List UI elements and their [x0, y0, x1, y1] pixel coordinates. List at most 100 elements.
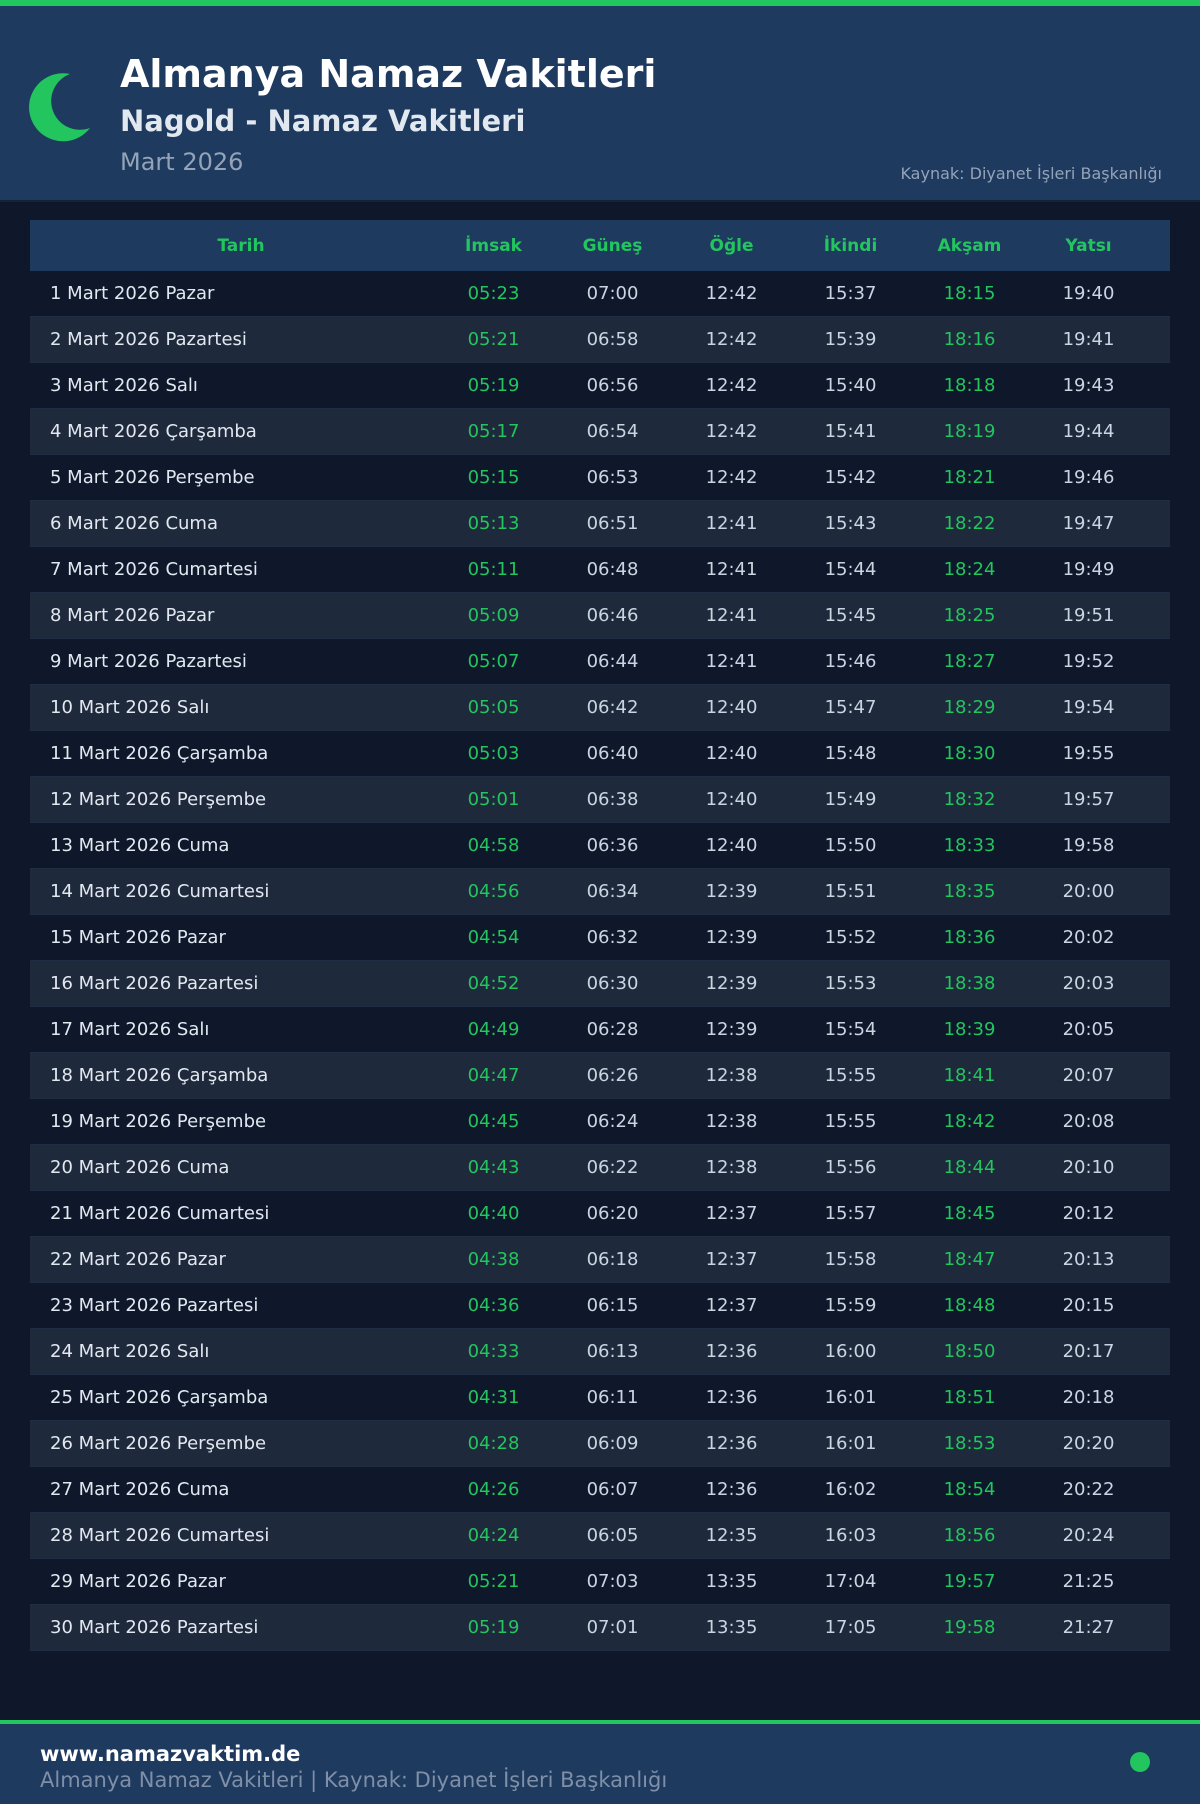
- cell-gunes: 06:36: [586, 835, 639, 856]
- cell-aksam: 18:35: [943, 881, 996, 902]
- cell-date: 10 Mart 2026 Salı: [50, 697, 210, 718]
- cell-imsak: 05:19: [467, 1617, 520, 1638]
- column-header-aksam: Akşam: [937, 235, 1002, 256]
- table-row: 15 Mart 2026 Pazar 04:54 06:32 12:39 15:52 18…: [30, 915, 1170, 961]
- cell-date: 3 Mart 2026 Salı: [50, 375, 198, 396]
- column-header-ikindi: İkindi: [823, 235, 878, 256]
- table-row: 2 Mart 2026 Pazartesi 05:21 06:58 12:42 15:3…: [30, 317, 1170, 363]
- table-row: 7 Mart 2026 Cumartesi 05:11 06:48 12:41 15:4…: [30, 547, 1170, 593]
- cell-gunes: 06:48: [586, 559, 639, 580]
- cell-gunes: 06:51: [586, 513, 639, 534]
- cell-date: 5 Mart 2026 Perşembe: [50, 467, 255, 488]
- cell-ikindi: 15:56: [824, 1157, 877, 1178]
- page-subtitle: Nagold - Namaz Vakitleri: [120, 104, 526, 138]
- table-row: 11 Mart 2026 Çarşamba 05:03 06:40 12:40 15:4…: [30, 731, 1170, 777]
- cell-date: 12 Mart 2026 Perşembe: [50, 789, 267, 810]
- cell-imsak: 04:47: [467, 1065, 520, 1086]
- column-header-imsak: İmsak: [465, 235, 522, 256]
- cell-gunes: 06:18: [586, 1249, 639, 1270]
- cell-ogle: 12:40: [705, 789, 758, 810]
- cell-imsak: 05:05: [467, 697, 520, 718]
- cell-ogle: 12:39: [705, 881, 758, 902]
- cell-ogle: 12:40: [705, 697, 758, 718]
- cell-ogle: 13:35: [705, 1617, 758, 1638]
- cell-imsak: 04:54: [467, 927, 520, 948]
- cell-imsak: 05:11: [467, 559, 520, 580]
- cell-gunes: 06:11: [586, 1387, 639, 1408]
- cell-gunes: 06:22: [586, 1157, 639, 1178]
- cell-gunes: 06:34: [586, 881, 639, 902]
- cell-ogle: 12:37: [705, 1203, 758, 1224]
- cell-aksam: 18:51: [943, 1387, 996, 1408]
- cell-date: 1 Mart 2026 Pazar: [50, 283, 215, 304]
- cell-gunes: 06:05: [586, 1525, 639, 1546]
- cell-ikindi: 15:37: [824, 283, 877, 304]
- cell-ikindi: 15:42: [824, 467, 877, 488]
- cell-ikindi: 15:52: [824, 927, 877, 948]
- cell-ikindi: 15:50: [824, 835, 877, 856]
- cell-ikindi: 15:39: [824, 329, 877, 350]
- cell-yatsi: 20:18: [1062, 1387, 1115, 1408]
- cell-ikindi: 15:45: [824, 605, 877, 626]
- cell-gunes: 07:03: [586, 1571, 639, 1592]
- cell-date: 30 Mart 2026 Pazartesi: [50, 1617, 259, 1638]
- cell-date: 4 Mart 2026 Çarşamba: [50, 421, 257, 442]
- cell-ogle: 12:37: [705, 1249, 758, 1270]
- cell-gunes: 06:24: [586, 1111, 639, 1132]
- cell-imsak: 05:19: [467, 375, 520, 396]
- cell-yatsi: 19:43: [1062, 375, 1115, 396]
- table-row: 5 Mart 2026 Perşembe 05:15 06:53 12:42 15:42…: [30, 455, 1170, 501]
- cell-ogle: 12:38: [705, 1157, 758, 1178]
- cell-imsak: 04:38: [467, 1249, 520, 1270]
- cell-ikindi: 15:55: [824, 1065, 877, 1086]
- cell-aksam: 18:44: [943, 1157, 996, 1178]
- cell-ikindi: 16:01: [824, 1387, 877, 1408]
- cell-aksam: 18:18: [943, 375, 996, 396]
- cell-yatsi: 19:41: [1062, 329, 1115, 350]
- table-row: 21 Mart 2026 Cumartesi 04:40 06:20 12:37 15:…: [30, 1191, 1170, 1237]
- cell-ogle: 12:36: [705, 1387, 758, 1408]
- cell-gunes: 06:15: [586, 1295, 639, 1316]
- cell-ogle: 12:37: [705, 1295, 758, 1316]
- cell-ikindi: 15:59: [824, 1295, 877, 1316]
- cell-date: 22 Mart 2026 Pazar: [50, 1249, 226, 1270]
- cell-date: 24 Mart 2026 Salı: [50, 1341, 210, 1362]
- cell-date: 13 Mart 2026 Cuma: [50, 835, 230, 856]
- crescent-moon-icon: [29, 73, 91, 142]
- cell-yatsi: 19:49: [1062, 559, 1115, 580]
- cell-date: 8 Mart 2026 Pazar: [50, 605, 215, 626]
- table-row: 9 Mart 2026 Pazartesi 05:07 06:44 12:41 15:4…: [30, 639, 1170, 685]
- cell-ikindi: 16:03: [824, 1525, 877, 1546]
- cell-yatsi: 20:05: [1062, 1019, 1115, 1040]
- cell-ikindi: 16:00: [824, 1341, 877, 1362]
- cell-yatsi: 20:03: [1062, 973, 1115, 994]
- cell-gunes: 06:13: [586, 1341, 639, 1362]
- cell-yatsi: 20:13: [1062, 1249, 1115, 1270]
- cell-imsak: 04:43: [467, 1157, 520, 1178]
- cell-gunes: 07:01: [586, 1617, 639, 1638]
- cell-gunes: 07:00: [586, 283, 639, 304]
- cell-ikindi: 15:46: [824, 651, 877, 672]
- cell-aksam: 18:25: [943, 605, 996, 626]
- cell-yatsi: 19:40: [1062, 283, 1115, 304]
- cell-ogle: 12:41: [705, 559, 758, 580]
- cell-yatsi: 20:22: [1062, 1479, 1115, 1500]
- cell-imsak: 04:52: [467, 973, 520, 994]
- cell-imsak: 04:31: [467, 1387, 520, 1408]
- cell-ikindi: 15:47: [824, 697, 877, 718]
- cell-aksam: 19:57: [943, 1571, 996, 1592]
- site-link[interactable]: www.namazvaktim.de: [40, 1742, 301, 1766]
- table-row: 1 Mart 2026 Pazar 05:23 07:00 12:42 15:37 18:…: [30, 271, 1170, 317]
- cell-aksam: 18:29: [943, 697, 996, 718]
- table-row: 14 Mart 2026 Cumartesi 04:56 06:34 12:39 15:…: [30, 869, 1170, 915]
- cell-imsak: 05:13: [467, 513, 520, 534]
- cell-yatsi: 19:58: [1062, 835, 1115, 856]
- cell-ikindi: 17:05: [824, 1617, 877, 1638]
- cell-gunes: 06:09: [586, 1433, 639, 1454]
- cell-imsak: 04:58: [467, 835, 520, 856]
- cell-ikindi: 17:04: [824, 1571, 877, 1592]
- cell-imsak: 04:26: [467, 1479, 520, 1500]
- cell-aksam: 18:38: [943, 973, 996, 994]
- table-row: 20 Mart 2026 Cuma 04:43 06:22 12:38 15:56 18:…: [30, 1145, 1170, 1191]
- cell-gunes: 06:20: [586, 1203, 639, 1224]
